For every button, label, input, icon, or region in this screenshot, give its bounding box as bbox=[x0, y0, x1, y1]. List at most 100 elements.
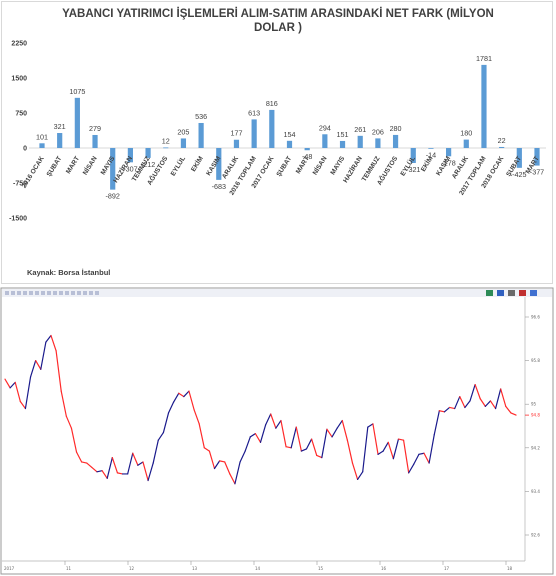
time-tick-label: 12 bbox=[129, 566, 135, 571]
price-segment bbox=[489, 400, 497, 410]
toolbar-button[interactable] bbox=[17, 291, 21, 295]
data-label: -321 bbox=[406, 165, 420, 174]
bar bbox=[357, 135, 363, 148]
bar bbox=[74, 97, 80, 148]
price-segment bbox=[484, 400, 492, 407]
price-segment bbox=[331, 427, 338, 438]
price-segment bbox=[24, 376, 32, 410]
data-label: 101 bbox=[36, 132, 48, 141]
price-segment bbox=[321, 428, 328, 459]
toolbar-color-button[interactable] bbox=[530, 290, 537, 296]
line-chart-panel: 96.6 95.8 95 94.2 93.4 92.6 11 12 13 14 15 16 17 18 2… bbox=[0, 287, 556, 576]
price-segment bbox=[336, 419, 343, 429]
data-label: -377 bbox=[530, 168, 544, 177]
data-labels: 101 321 1075 279 -892 -307 -212 12 205 536 -683 177… bbox=[36, 54, 544, 201]
toolbar-button[interactable] bbox=[89, 291, 93, 295]
toolbar-button[interactable] bbox=[5, 291, 9, 295]
toolbar-color-button[interactable] bbox=[508, 290, 515, 296]
price-segment bbox=[55, 350, 62, 392]
price-tick-label: 95 bbox=[531, 402, 537, 407]
bar bbox=[481, 64, 487, 148]
price-segment bbox=[443, 406, 451, 413]
toolbar-button[interactable] bbox=[29, 291, 33, 295]
price-segment bbox=[208, 450, 216, 470]
toolbar-button[interactable] bbox=[77, 291, 81, 295]
toolbar-button[interactable] bbox=[71, 291, 75, 295]
toolbar-button[interactable] bbox=[35, 291, 39, 295]
y-tick-label: 2250 bbox=[11, 41, 27, 48]
price-segment bbox=[91, 466, 98, 473]
category-label: NİSAN bbox=[311, 155, 329, 177]
toolbar-button[interactable] bbox=[59, 291, 63, 295]
price-segment bbox=[203, 447, 210, 452]
price-segment bbox=[147, 462, 154, 482]
price-segment bbox=[239, 450, 246, 463]
category-labels: 2016 OCAK ŞUBAT MART NİSAN MAYISHAZİRANTEMMU… bbox=[21, 154, 541, 197]
data-label: -892 bbox=[106, 192, 120, 201]
category-label: ŞUBAT bbox=[46, 155, 64, 178]
bar bbox=[463, 139, 469, 148]
price-segment bbox=[183, 390, 190, 398]
bar bbox=[145, 148, 151, 158]
bar bbox=[428, 148, 434, 149]
price-segment bbox=[356, 471, 364, 481]
y-axis-ticks: 2250 1500 750 0 -750 -1500 bbox=[9, 41, 27, 223]
data-label: 613 bbox=[248, 108, 260, 117]
data-label: 180 bbox=[460, 129, 472, 138]
price-segment bbox=[75, 451, 83, 463]
toolbar-button[interactable] bbox=[95, 291, 99, 295]
price-axis: 96.6 95.8 95 94.2 93.4 92.6 bbox=[525, 315, 540, 538]
price-segment bbox=[469, 383, 476, 402]
time-tick-label: 16 bbox=[381, 566, 387, 571]
category-label: MART bbox=[65, 155, 81, 175]
bar bbox=[127, 148, 133, 163]
data-label: -14 bbox=[426, 151, 436, 160]
price-segment bbox=[19, 400, 27, 410]
price-tick-label: 92.6 bbox=[531, 533, 540, 538]
price-segment bbox=[479, 398, 486, 407]
price-segment bbox=[173, 392, 180, 403]
data-label: 154 bbox=[284, 130, 296, 139]
price-segment bbox=[372, 423, 379, 455]
toolbar-color-button[interactable] bbox=[497, 290, 504, 296]
price-segment bbox=[162, 412, 170, 434]
price-segment bbox=[86, 462, 93, 469]
price-segment bbox=[464, 400, 471, 409]
bar bbox=[339, 140, 346, 148]
price-segment bbox=[127, 452, 134, 475]
data-label: 22 bbox=[498, 136, 506, 145]
toolbar-button[interactable] bbox=[47, 291, 51, 295]
y-tick-label: -1500 bbox=[9, 216, 27, 223]
price-segment bbox=[351, 462, 359, 481]
toolbar-controls[interactable] bbox=[5, 290, 537, 296]
toolbar-color-button[interactable] bbox=[486, 290, 493, 296]
bar bbox=[92, 134, 98, 148]
data-label: -683 bbox=[212, 182, 226, 191]
toolbar-color-button[interactable] bbox=[519, 290, 526, 296]
bar bbox=[198, 122, 204, 148]
time-tick-label: 14 bbox=[255, 566, 261, 571]
category-label: ŞUBAT bbox=[275, 155, 293, 178]
price-segment bbox=[178, 392, 185, 398]
category-label: ARALIK bbox=[221, 155, 240, 180]
price-segment bbox=[494, 388, 502, 410]
toolbar-button[interactable] bbox=[41, 291, 45, 295]
bar bbox=[446, 148, 452, 157]
data-label: 816 bbox=[266, 99, 278, 108]
price-segment bbox=[311, 438, 318, 457]
price-segment bbox=[265, 413, 272, 426]
bar bbox=[110, 148, 116, 190]
price-segment bbox=[510, 412, 517, 416]
time-tick-label: 11 bbox=[66, 566, 72, 571]
bar bbox=[375, 138, 381, 148]
price-segment bbox=[402, 439, 410, 474]
category-label: MAYIS bbox=[330, 155, 347, 176]
toolbar-button[interactable] bbox=[83, 291, 87, 295]
data-label: 1781 bbox=[476, 54, 492, 63]
toolbar-button[interactable] bbox=[65, 291, 69, 295]
toolbar-button[interactable] bbox=[53, 291, 57, 295]
price-segment bbox=[397, 438, 405, 441]
price-segment bbox=[9, 381, 16, 389]
toolbar-button[interactable] bbox=[11, 291, 15, 295]
toolbar-button[interactable] bbox=[23, 291, 27, 295]
